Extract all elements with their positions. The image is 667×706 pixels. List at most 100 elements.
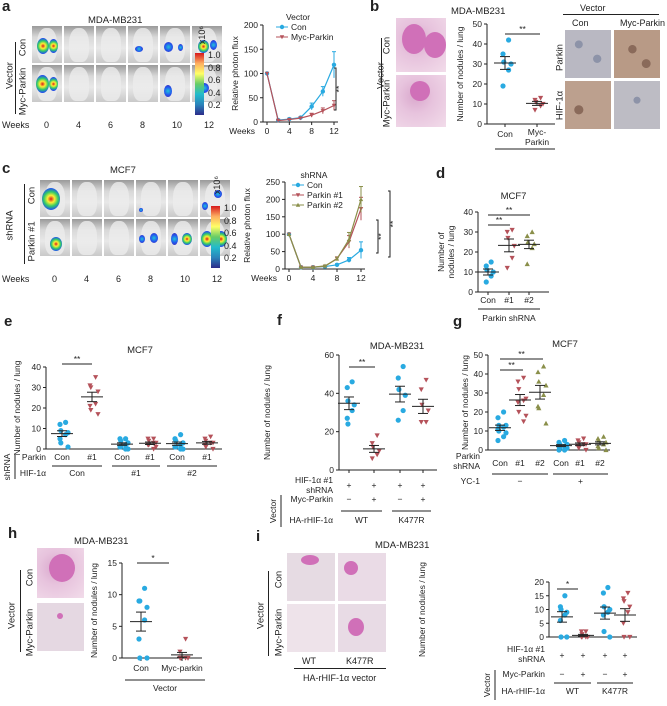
chart-title: MCF7 xyxy=(501,191,527,202)
data-point xyxy=(344,415,350,421)
group-label: − xyxy=(518,476,523,485)
data-point xyxy=(320,109,326,114)
y-axis-label: Relative photon flux xyxy=(230,35,240,110)
y-tick-label: 20 xyxy=(535,577,545,587)
data-point xyxy=(488,273,494,279)
x-tick-label: Con xyxy=(480,295,496,305)
week-label: 4 xyxy=(84,274,90,284)
data-point xyxy=(349,407,355,414)
data-point xyxy=(538,95,544,101)
row-label: Parkin xyxy=(456,451,480,461)
y-tick-label: 20 xyxy=(474,407,484,417)
week-label: 0 xyxy=(44,120,50,130)
data-point xyxy=(516,387,522,392)
y-tick-label: 0 xyxy=(477,119,482,129)
chart-h-nodules: 0 5 10 15 Number of nodules / lung Con Myc-par… xyxy=(89,553,205,693)
data-point xyxy=(524,233,530,239)
data-point xyxy=(344,384,350,391)
chart-d-nodules: 0 10 20 30 40 Number of nodules / lung MCF7 Con #… xyxy=(436,191,549,323)
x-tick-label: Con xyxy=(54,452,70,462)
data-point xyxy=(279,24,285,30)
weeks-label: Weeks xyxy=(2,120,30,130)
x-tick-label: #1 xyxy=(504,295,514,305)
x-prefix-label: Weeks xyxy=(251,273,277,283)
ihc-row: Parkin xyxy=(554,44,566,71)
data-point xyxy=(358,248,364,253)
panel-label-e: e xyxy=(4,313,13,330)
data-point xyxy=(396,386,402,393)
histology-image xyxy=(338,604,386,652)
data-point xyxy=(483,279,489,285)
group-label: Vector xyxy=(6,602,18,629)
data-point xyxy=(203,444,209,450)
group-bracket xyxy=(24,184,25,264)
significance-marker: * xyxy=(566,579,570,589)
data-point xyxy=(620,621,626,626)
data-point xyxy=(583,447,589,453)
x-prefix-label: Weeks xyxy=(229,126,255,136)
y-tick-label: 40 xyxy=(325,388,335,398)
group-label: #1 xyxy=(131,468,141,478)
data-point xyxy=(576,446,582,451)
mouse-image xyxy=(128,26,158,63)
panel-label-b: b xyxy=(370,0,380,15)
row-label: Myc-Parkin xyxy=(24,608,36,657)
x-tick-label: Myc-parkin xyxy=(161,663,203,673)
y-tick-label: 0 xyxy=(468,287,473,297)
significance-marker: * xyxy=(151,553,155,563)
data-point xyxy=(322,263,328,268)
data-point xyxy=(500,51,506,57)
data-point xyxy=(123,436,129,442)
mouse-image xyxy=(104,180,134,217)
y-tick-label: 150 xyxy=(244,44,258,54)
histology-image xyxy=(338,553,386,601)
data-point xyxy=(562,437,568,444)
mouse-image xyxy=(64,65,94,102)
data-point xyxy=(483,263,489,269)
panel-i-title: MDA-MB231 xyxy=(375,540,430,551)
row-label: Con xyxy=(26,186,38,205)
x-tick-label: 8 xyxy=(309,126,314,136)
weeks-label: Weeks xyxy=(2,274,30,284)
data-point xyxy=(298,116,303,121)
data-point xyxy=(275,118,281,123)
panel-h-title: MDA-MB231 xyxy=(74,536,129,547)
data-point xyxy=(418,420,424,425)
data-point xyxy=(605,584,611,591)
significance-marker: ** xyxy=(506,205,513,215)
colorbar-unit: x10⁶ xyxy=(197,25,208,45)
data-point xyxy=(87,403,93,409)
cell-value: + xyxy=(560,650,565,660)
row-label: Vector xyxy=(482,673,492,697)
week-label: 12 xyxy=(204,120,215,130)
ihc-col: Myc-Parkin xyxy=(620,18,666,28)
y-tick-label: 100 xyxy=(244,69,258,79)
histology-image xyxy=(396,18,446,72)
group-label: + xyxy=(578,476,583,485)
data-point xyxy=(543,382,549,388)
data-point xyxy=(400,407,406,414)
mouse-image xyxy=(40,180,70,217)
y-tick-label: 40 xyxy=(474,369,484,379)
data-point xyxy=(423,420,429,425)
row-label: HA-rHIF-1α xyxy=(289,515,333,525)
row-label: Con xyxy=(17,38,29,57)
data-point xyxy=(581,436,587,442)
row-label: Vector xyxy=(268,499,278,523)
data-point xyxy=(310,265,316,270)
week-label: 8 xyxy=(148,274,154,284)
mouse-image xyxy=(72,180,102,217)
y-tick-label: 100 xyxy=(266,229,280,239)
data-point xyxy=(601,628,607,635)
data-point xyxy=(123,446,129,452)
y-tick-label: 0 xyxy=(329,465,334,475)
mouse-image xyxy=(192,26,222,63)
mouse-image xyxy=(104,219,134,256)
y-tick-label: 30 xyxy=(464,227,474,237)
ihc-bracket xyxy=(563,14,659,15)
y-tick-label: 5 xyxy=(112,621,117,631)
y-tick-label: 0 xyxy=(36,444,41,454)
data-point xyxy=(320,89,326,94)
data-point xyxy=(178,446,184,452)
data-point xyxy=(173,438,179,444)
